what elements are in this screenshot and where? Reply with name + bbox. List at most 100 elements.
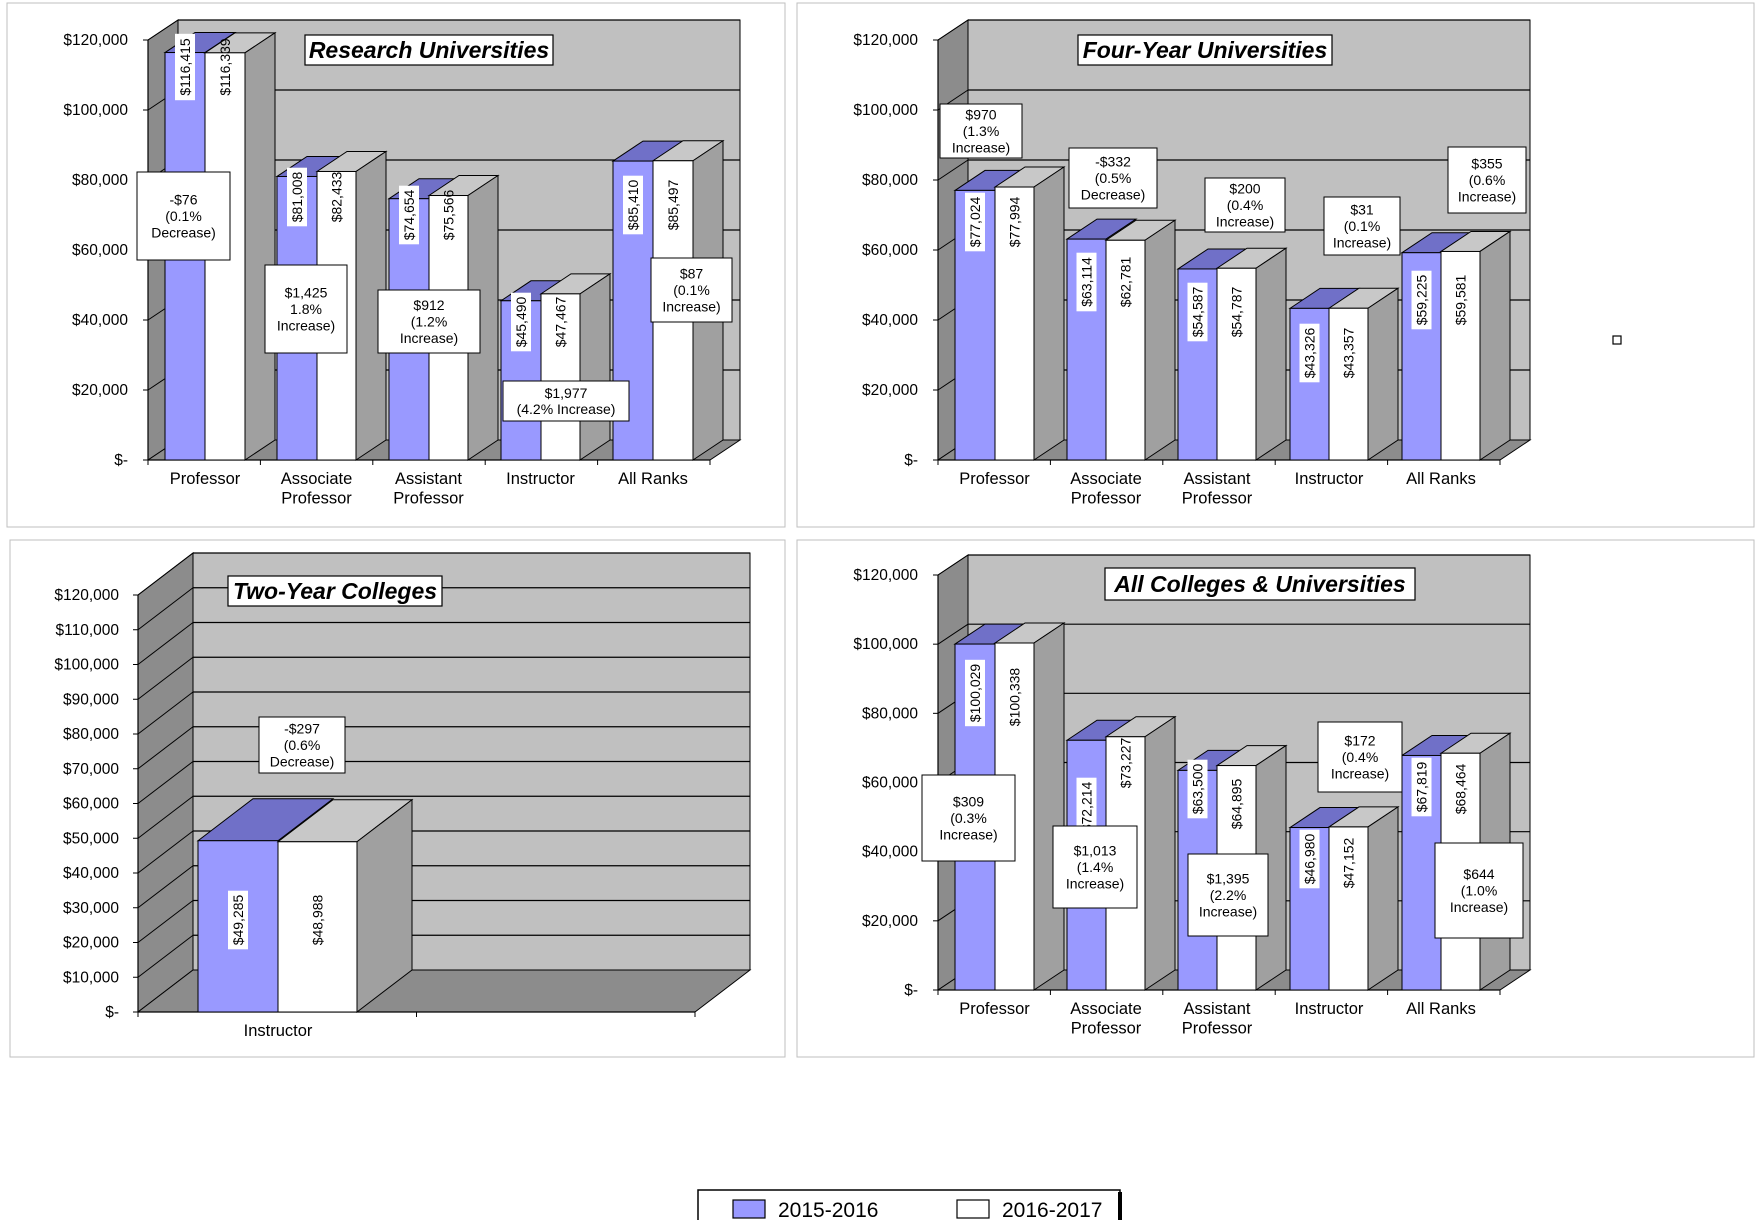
data-label-text: $54,587 — [1190, 286, 1206, 337]
data-label-bg — [1187, 759, 1208, 819]
bar-data-label: $85,410 — [623, 175, 643, 235]
data-label-text: $75,566 — [441, 189, 457, 240]
bar-front-face — [1440, 250, 1481, 461]
data-label-text: $81,008 — [289, 171, 305, 222]
y-tick-label: $20,000 — [862, 382, 918, 399]
data-label-bg — [1299, 829, 1320, 889]
bar-2016-2017 — [1327, 287, 1400, 461]
change-annotation: -$76 (0.1% Decrease) — [136, 171, 231, 261]
data-label-text: $77,994 — [1007, 196, 1023, 247]
bar-front-face — [1328, 307, 1369, 461]
gridline-diagonal — [137, 900, 194, 943]
data-label-text: $72,214 — [1079, 781, 1095, 832]
data-label-text: $54,787 — [1229, 286, 1245, 337]
bar-data-label: $116,339 — [217, 38, 233, 96]
bar-front-face — [540, 293, 581, 461]
chart-title-box — [304, 34, 554, 66]
annotation-text: $1,395 (2.2% Increase) — [1199, 871, 1257, 920]
annotation-text: $1,977 (4.2% Increase) — [517, 385, 616, 417]
bar-data-label: $63,114 — [1076, 252, 1097, 312]
change-annotation: $200 (0.4% Increase) — [1204, 177, 1286, 233]
annotation-box — [1187, 853, 1269, 937]
gridline-diagonal — [137, 587, 194, 631]
bar-data-label: $85,497 — [665, 179, 681, 230]
annotation-text: $31 (0.1% Increase) — [1333, 202, 1391, 251]
bar-data-label: $47,467 — [553, 296, 569, 347]
change-annotation: $87 (0.1% Increase) — [650, 257, 733, 323]
bar-side-face — [244, 31, 276, 461]
data-label-text: $85,497 — [665, 179, 681, 230]
x-category-label: Instructor — [506, 470, 575, 488]
bar-2016-2017 — [276, 798, 414, 1014]
bar-data-label: $74,654 — [399, 185, 419, 245]
data-label-text: $116,415 — [177, 38, 193, 96]
annotation-text: $912 (1.2% Increase) — [400, 297, 458, 346]
annotation-box — [1204, 177, 1286, 233]
annotation-box — [377, 289, 481, 354]
annotation-text: $644 (1.0% Increase) — [1450, 866, 1508, 915]
gridline-diagonal — [937, 19, 969, 41]
bar-data-label: $75,566 — [441, 189, 457, 240]
gridline-diagonal — [137, 761, 194, 804]
bar-2016-2017 — [993, 166, 1066, 461]
gridline-diagonal — [137, 691, 194, 735]
chart-panel-2: $- $20,000 $40,000 $60,000 $80,000 $100,000 $1… — [796, 2, 1755, 528]
change-annotation: $1,395 (2.2% Increase) — [1187, 853, 1269, 937]
annotation-box — [1447, 146, 1527, 214]
x-category-label: Professor — [959, 1000, 1030, 1018]
bar-data-label: $43,326 — [1299, 323, 1320, 383]
annotation-text: $200 (0.4% Increase) — [1216, 181, 1274, 230]
bar-2016-2017 — [1327, 805, 1400, 991]
bar-front-face — [1105, 239, 1146, 461]
data-label-text: $62,781 — [1118, 256, 1134, 307]
y-tick-label: $120,000 — [853, 32, 918, 49]
legend-label: 2015-2016 — [778, 1199, 878, 1220]
data-label-bg — [175, 33, 195, 101]
data-label-text: $43,326 — [1302, 327, 1318, 378]
annotation-box — [1068, 147, 1158, 209]
change-annotation: $644 (1.0% Increase) — [1434, 842, 1524, 939]
bar-side-face — [1367, 287, 1399, 461]
data-label-text: $73,227 — [1118, 737, 1134, 788]
bar-front-face — [1216, 267, 1257, 461]
selection-handle-icon — [1612, 335, 1622, 345]
gridline-diagonal — [137, 552, 194, 596]
legend-label: 2016-2017 — [1002, 1199, 1102, 1220]
chart-panel-1: $- $20,000 $40,000 $60,000 $80,000 $100,000 $1… — [6, 2, 786, 528]
x-category-label: Professor — [959, 470, 1030, 488]
data-label-text: $59,581 — [1453, 274, 1469, 325]
change-annotation: $309 (0.3% Increase) — [921, 774, 1016, 862]
annotation-box — [939, 103, 1023, 159]
y-tick-label: $20,000 — [63, 935, 119, 952]
bar-data-label: $49,285 — [228, 890, 248, 950]
y-tick-label: $30,000 — [63, 900, 119, 917]
bar-data-label: $73,227 — [1118, 737, 1134, 788]
data-label-text: $100,338 — [1007, 668, 1023, 727]
bar-data-label: $81,008 — [287, 167, 307, 227]
bar-2016-2017 — [539, 272, 612, 461]
annotation-text: -$297 (0.6% Decrease) — [270, 721, 335, 770]
y-tick-label: $- — [904, 452, 918, 469]
bar-data-label: $63,500 — [1187, 759, 1208, 819]
y-tick-label: $60,000 — [862, 775, 918, 792]
annotation-text: $172 (0.4% Increase) — [1331, 733, 1389, 782]
data-label-text: $43,357 — [1341, 327, 1357, 378]
y-tick-label: $60,000 — [63, 796, 119, 813]
data-label-bg — [1299, 323, 1320, 383]
change-annotation: $1,425 1.8% Increase) — [264, 264, 348, 354]
y-tick-label: $100,000 — [853, 102, 918, 119]
gridline-diagonal — [137, 795, 194, 839]
chart-panel-4: $- $20,000 $40,000 $60,000 $80,000 $100,000 $1… — [796, 539, 1755, 1058]
chart-title-box — [227, 575, 443, 607]
data-label-bg — [1411, 757, 1432, 817]
annotation-text: $355 (0.6% Increase) — [1458, 156, 1516, 205]
bar-2016-2017 — [1104, 219, 1177, 461]
change-annotation: $355 (0.6% Increase) — [1447, 146, 1527, 214]
data-label-text: $85,410 — [625, 179, 641, 230]
chart-panel-3: $- $10,000 $20,000 $30,000 $40,000 $50,000 $60… — [9, 539, 786, 1058]
data-label-bg — [1411, 270, 1432, 330]
y-tick-label: $70,000 — [63, 761, 119, 778]
annotation-box — [258, 716, 346, 774]
data-label-text: $49,285 — [230, 894, 246, 945]
